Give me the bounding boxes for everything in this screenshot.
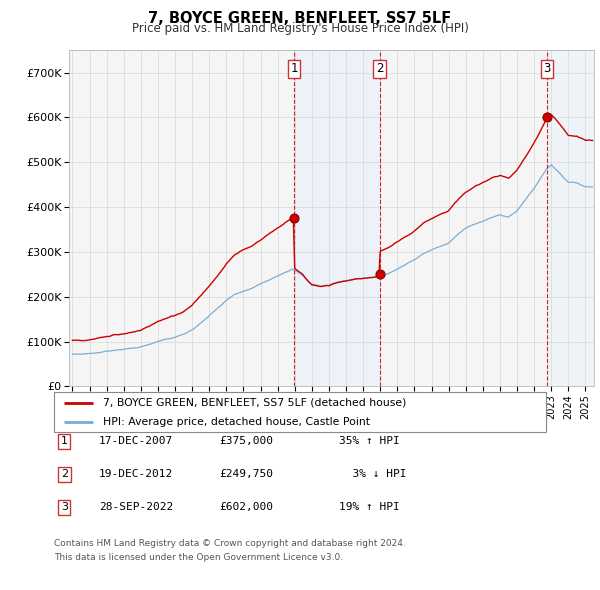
Text: £602,000: £602,000 bbox=[219, 503, 273, 512]
Text: 19-DEC-2012: 19-DEC-2012 bbox=[99, 470, 173, 479]
Text: 17-DEC-2007: 17-DEC-2007 bbox=[99, 437, 173, 446]
Text: Contains HM Land Registry data © Crown copyright and database right 2024.: Contains HM Land Registry data © Crown c… bbox=[54, 539, 406, 548]
Bar bbox=[294, 50, 380, 386]
Text: 7, BOYCE GREEN, BENFLEET, SS7 5LF: 7, BOYCE GREEN, BENFLEET, SS7 5LF bbox=[148, 11, 452, 25]
Text: 28-SEP-2022: 28-SEP-2022 bbox=[99, 503, 173, 512]
Text: 3% ↓ HPI: 3% ↓ HPI bbox=[339, 470, 407, 479]
Text: 1: 1 bbox=[290, 62, 298, 75]
Text: HPI: Average price, detached house, Castle Point: HPI: Average price, detached house, Cast… bbox=[103, 417, 370, 427]
Text: Price paid vs. HM Land Registry's House Price Index (HPI): Price paid vs. HM Land Registry's House … bbox=[131, 22, 469, 35]
Text: 7, BOYCE GREEN, BENFLEET, SS7 5LF (detached house): 7, BOYCE GREEN, BENFLEET, SS7 5LF (detac… bbox=[103, 398, 407, 408]
Text: 3: 3 bbox=[61, 503, 68, 512]
Bar bbox=[547, 50, 594, 386]
Text: 1: 1 bbox=[61, 437, 68, 446]
Text: 2: 2 bbox=[61, 470, 68, 479]
Text: 35% ↑ HPI: 35% ↑ HPI bbox=[339, 437, 400, 446]
Bar bbox=[547, 50, 594, 386]
Text: This data is licensed under the Open Government Licence v3.0.: This data is licensed under the Open Gov… bbox=[54, 553, 343, 562]
Text: 19% ↑ HPI: 19% ↑ HPI bbox=[339, 503, 400, 512]
Text: £375,000: £375,000 bbox=[219, 437, 273, 446]
Text: 2: 2 bbox=[376, 62, 383, 75]
Text: 3: 3 bbox=[543, 62, 550, 75]
Text: £249,750: £249,750 bbox=[219, 470, 273, 479]
